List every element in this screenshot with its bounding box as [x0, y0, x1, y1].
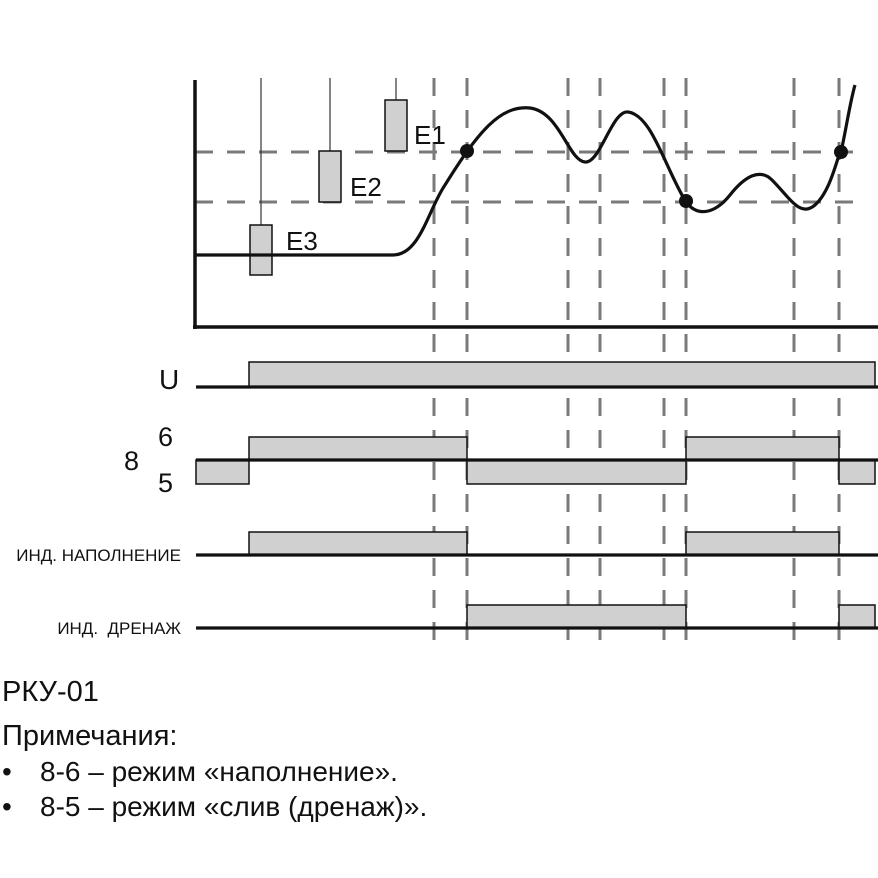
fill-indicator-pulse	[685, 531, 840, 556]
switch-points	[460, 144, 848, 208]
drain-indicator-pulse	[838, 604, 876, 629]
note-text: 8-5 – режим «слив (дренаж)».	[40, 791, 428, 822]
timing-diagram: E1 E2 E3 U 6 8 5 ИНД. НАПОЛНЕНИЕ	[16, 78, 878, 650]
relay-label-6: 6	[158, 422, 173, 452]
note-text: 8-6 – режим «наполнение».	[40, 756, 398, 787]
fill-indicator-label: ИНД. НАПОЛНЕНИЕ	[16, 546, 181, 565]
level-lines	[195, 150, 855, 204]
electrode-e3-label: E3	[286, 226, 318, 256]
electrode-e2	[318, 150, 342, 203]
note-item: • 8-5 – режим «слив (дренаж)».	[2, 789, 862, 824]
switch-point	[834, 145, 848, 159]
electrode-e1-label: E1	[414, 120, 446, 150]
note-bullet: •	[2, 791, 12, 822]
notes-section: РКУ-01 Примечания: • 8-6 – режим «наполн…	[2, 674, 862, 824]
relay-pulse-5	[466, 459, 687, 485]
drain-indicator-pulse	[466, 604, 687, 629]
electrode-e1	[384, 99, 408, 152]
relay-pulse-6	[248, 436, 468, 461]
switch-point	[679, 194, 693, 208]
level-curve	[195, 84, 857, 257]
drain-indicator-label: ИНД. ДРЕНАЖ	[57, 619, 181, 638]
relay-label-5: 5	[158, 468, 173, 498]
electrode-e2-label: E2	[350, 172, 382, 202]
signal-u-label: U	[159, 364, 179, 395]
signal-fill-indicator: ИНД. НАПОЛНЕНИЕ	[16, 531, 878, 565]
note-item: • 8-6 – режим «наполнение».	[2, 754, 862, 789]
signal-drain-indicator: ИНД. ДРЕНАЖ	[57, 604, 878, 638]
model-name: РКУ-01	[2, 676, 99, 708]
notes-title: Примечания:	[2, 720, 178, 752]
switch-point	[460, 144, 474, 158]
signal-u: U	[159, 361, 878, 395]
fill-indicator-pulse	[248, 531, 468, 556]
signal-relay: 6 8 5	[124, 422, 878, 498]
relay-pulse-6	[685, 436, 840, 461]
relay-pulse-5	[838, 459, 876, 485]
note-bullet: •	[2, 756, 12, 787]
relay-pulse-5	[195, 459, 250, 485]
relay-label-8: 8	[124, 446, 139, 476]
axes	[193, 80, 878, 329]
electrode-e3	[249, 224, 273, 276]
signal-u-pulse	[248, 361, 876, 388]
electrodes: E1 E2 E3	[249, 78, 446, 276]
